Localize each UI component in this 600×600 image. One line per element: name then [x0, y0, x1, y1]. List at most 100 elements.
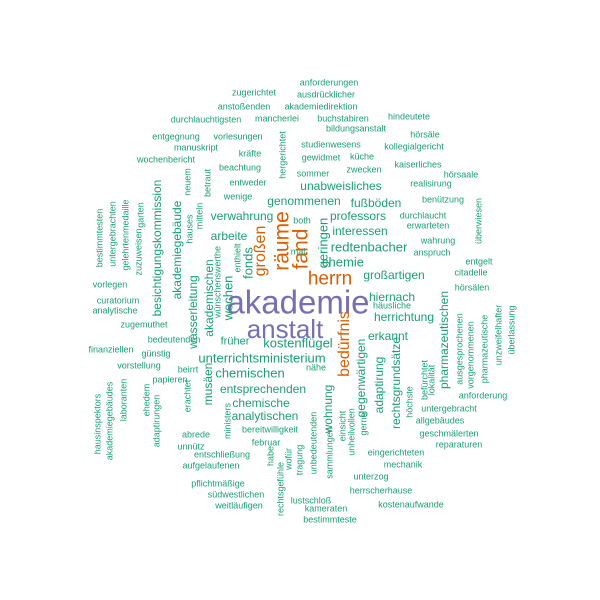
word-kueche: küche	[349, 151, 375, 162]
word-ministers: ministers	[222, 402, 233, 440]
word-anspruch: anspruch	[413, 247, 451, 258]
word-entweder: entweder	[229, 177, 267, 188]
word-untergebracht: untergebracht	[421, 403, 477, 414]
word-anstossenden: anstoßenden	[217, 101, 271, 112]
word-unabweisliches: unabweisliches	[300, 179, 382, 193]
word-akademie: akademie	[226, 283, 370, 321]
word-vorlegen: vorlegen	[92, 279, 128, 290]
word-abrede: abrede	[181, 429, 211, 440]
word-weitlaeufigen: weitläufigen	[215, 500, 263, 511]
word-habe: habe	[265, 445, 276, 467]
word-wahrung: wahrung	[420, 235, 456, 246]
word-genommenen: genommenen	[267, 194, 341, 208]
word-aufgelaufenen: aufgelaufenen	[182, 460, 240, 471]
word-chemischen: chemischen	[215, 365, 285, 381]
word-citadelle: citadelle	[454, 267, 488, 278]
word-grossartigen: großartigen	[363, 268, 425, 282]
word-ehedem: ehedem	[141, 383, 152, 417]
word-durchlauchtigsten: durchlauchtigsten	[170, 114, 242, 125]
word-musaeen: musäen	[201, 362, 215, 406]
word-anforderung: anforderung	[458, 390, 508, 401]
word-durchlaucht: durchlaucht	[399, 210, 447, 221]
word-wenige: wenige	[223, 191, 253, 202]
word-kollegialgericht: kollegialgericht	[384, 141, 444, 152]
word-suedwestlichen: südwestlichen	[207, 489, 265, 500]
word-bestimmteste: bestimmteste	[303, 514, 357, 525]
word-fonds: fonds	[240, 247, 256, 279]
word-fussboeden: fußböden	[350, 196, 402, 210]
word-gewidmet: gewidmet	[301, 152, 341, 163]
word-betraut: betraut	[202, 168, 213, 198]
word-erachtet: erachtet	[182, 379, 193, 413]
word-mitteln: mitteln	[194, 202, 205, 230]
word-bestimmtesten: bestimmtesten	[94, 208, 105, 268]
word-herrichtung: herrichtung	[373, 310, 435, 324]
word-neuem: neuem	[182, 168, 193, 196]
word-haeusliche: häusliche	[372, 300, 412, 311]
word-hausinspektors: hausinspektors	[92, 393, 103, 455]
word-realisirung: realisirung	[410, 178, 452, 189]
word-unterzog: unterzog	[353, 471, 389, 482]
word-kaiserliches: kaiserliches	[394, 159, 442, 170]
word-erkannt: erkannt	[367, 329, 409, 343]
word-analytische: analytische	[92, 305, 138, 316]
word-akademiegebaeudes: akademiegebäudes	[104, 381, 115, 461]
word-verwahrung: verwahrung	[210, 209, 274, 223]
word-entgelt: entgelt	[465, 256, 493, 267]
word-arbeite: arbeite	[210, 229, 248, 243]
word-hoersaale: hörsaale	[443, 169, 479, 180]
word-vorgenommenen: vorgenommenen	[465, 321, 476, 389]
word-finanziellen: finanziellen	[88, 344, 134, 355]
word-eingerichteten: eingerichteten	[367, 447, 425, 458]
word-sommer: sommer	[296, 168, 330, 179]
word-kostenaufwande: kostenaufwande	[378, 499, 444, 510]
word-wofuer: wofür	[283, 447, 294, 471]
word-bereitwilligkeit: bereitwilligkeit	[241, 424, 299, 435]
word-ueberlassung: überlassung	[506, 305, 517, 355]
word-zuzuweisen: zuzuweisen	[133, 228, 144, 276]
word-naehe: nähe	[305, 362, 327, 373]
word-papieren: papieren	[152, 374, 188, 385]
word-wuenschenswerthe: wünschenswerthe	[212, 245, 223, 319]
word-wochenbericht: wochenbericht	[136, 154, 196, 165]
word-tragung: tragung	[294, 444, 305, 476]
word-unnuetz: unnütz	[177, 441, 205, 452]
word-pflichtmaessige: pflichtmäßige	[191, 478, 245, 489]
word-analytischen: analytischen	[231, 409, 299, 423]
word-lustschloss: lustschloß	[290, 495, 332, 506]
word-zugerichtet: zugerichtet	[231, 87, 277, 98]
word-garten: garten	[135, 202, 146, 228]
word-erwarteten: erwarteten	[406, 220, 450, 231]
word-unheilvollen: unheilvollen	[346, 408, 357, 456]
word-hauses: hauses	[184, 214, 195, 244]
word-wohnung: wohnung	[321, 384, 335, 434]
word-besichtigungskommission: besichtigungskommission	[150, 179, 164, 317]
word-bildungsanstalt: bildungsanstalt	[325, 123, 387, 134]
word-laboranten: laboranten	[118, 378, 129, 422]
word-kameraten: kameraten	[304, 503, 348, 514]
word-studienwesens: studienwesens	[301, 139, 361, 150]
word-beirrt: beirrt	[177, 364, 199, 375]
word-ausgesprochenen: ausgesprochenen	[454, 313, 465, 385]
word-hoechste: höchste	[404, 386, 415, 418]
word-guenstig: günstig	[141, 348, 171, 359]
word-geschmaelerten: geschmälerten	[419, 428, 479, 439]
word-pharmazeutische: pharmazeutische	[479, 314, 490, 384]
word-redtenbacher: redtenbacher	[330, 239, 408, 255]
word-wochen: wochen	[220, 275, 236, 321]
word-entsprechenden: entsprechenden	[219, 382, 307, 396]
word-unzweifelhafter: unzweifelhafter	[493, 304, 504, 366]
word-mal: mal	[290, 246, 306, 257]
word-beachtung: beachtung	[218, 162, 262, 173]
word-herrscherhause: herrscherhause	[349, 485, 413, 496]
word-professors: professors	[329, 209, 387, 223]
word-kostenfluegel: kostenflügel	[263, 335, 333, 351]
word-hoersaele: hörsäle	[410, 129, 440, 140]
word-unbedeutenden: unbedeutenden	[308, 411, 319, 475]
word-hindeutete: hindeutete	[387, 111, 431, 122]
word-sammlungen: sammlungen	[324, 427, 335, 479]
word-chemische: chemische	[232, 396, 290, 410]
word-rechtsgrundsaetze: rechtsgrundsätze	[389, 336, 403, 430]
word-lokalitaet: lokalität	[426, 364, 437, 396]
word-hergerichtet: hergerichtet	[277, 131, 288, 179]
